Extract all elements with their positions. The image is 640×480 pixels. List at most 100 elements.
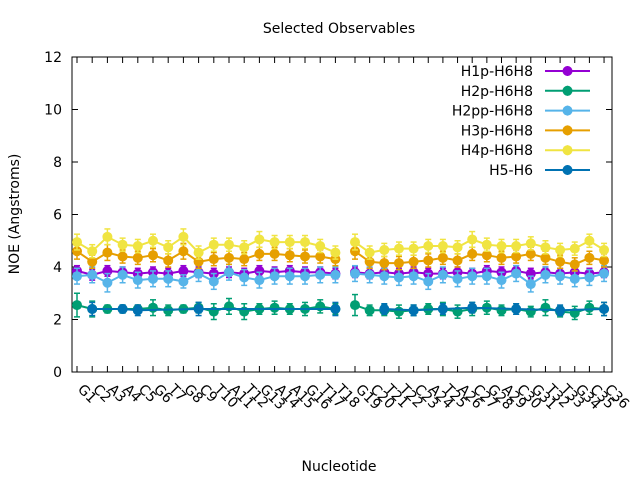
data-point	[423, 255, 434, 266]
data-point	[555, 244, 566, 255]
data-point	[284, 271, 295, 282]
y-tick-label: 0	[53, 365, 62, 381]
series-h4p-h6h8	[72, 228, 610, 260]
data-point	[525, 248, 536, 259]
legend-item: H4p-H6H8	[461, 143, 590, 159]
data-point	[423, 276, 434, 287]
data-point	[102, 277, 113, 288]
data-point	[569, 259, 580, 270]
data-point	[208, 254, 219, 265]
data-point	[284, 250, 295, 261]
data-point	[569, 273, 580, 284]
data-point	[511, 241, 522, 251]
data-point	[393, 306, 404, 317]
data-point	[364, 305, 375, 316]
data-point	[163, 242, 174, 253]
data-point	[525, 279, 536, 290]
data-point	[437, 269, 448, 280]
data-point	[481, 239, 492, 250]
y-tick-label: 4	[53, 260, 62, 276]
data-point	[148, 250, 158, 261]
data-point	[350, 268, 360, 279]
data-point	[163, 255, 174, 266]
data-point	[467, 302, 478, 313]
data-point	[364, 269, 375, 280]
data-point	[584, 235, 595, 246]
data-point	[269, 302, 280, 313]
data-point	[87, 304, 98, 314]
series-line	[354, 250, 605, 266]
legend-label: H5-H6	[489, 163, 533, 179]
data-point	[379, 304, 390, 314]
series-line	[76, 269, 336, 276]
data-point	[364, 247, 375, 258]
data-point	[423, 241, 434, 251]
data-point	[72, 246, 82, 257]
data-point	[584, 302, 595, 313]
legend-swatch-point	[562, 145, 573, 156]
data-point	[72, 300, 82, 311]
data-point	[102, 231, 113, 242]
x-axis-ticks: G1C2A3A4C5G6T7G8C9T10A11T12G13A14A15G16T…	[74, 57, 632, 413]
data-point	[599, 268, 610, 279]
data-point	[117, 239, 128, 250]
y-tick-label: 10	[44, 103, 62, 119]
data-point	[540, 269, 551, 280]
data-point	[393, 243, 404, 254]
data-point	[511, 304, 522, 314]
legend-label: H2pp-H6H8	[452, 104, 533, 120]
data-point	[178, 265, 189, 276]
data-point	[408, 243, 419, 254]
data-point	[555, 305, 566, 316]
data-point	[452, 242, 463, 253]
data-point	[300, 271, 310, 282]
data-point	[599, 255, 610, 266]
data-point	[148, 273, 158, 284]
data-point	[87, 269, 98, 280]
legend-label: H1p-H6H8	[461, 64, 533, 80]
data-point	[193, 268, 204, 279]
data-point	[481, 271, 492, 282]
legend-swatch-point	[562, 165, 573, 175]
data-point	[511, 268, 522, 279]
data-point	[132, 241, 143, 251]
legend-swatch-point	[562, 125, 573, 136]
data-point	[350, 300, 360, 311]
data-point	[178, 246, 189, 257]
legend-label: H4p-H6H8	[461, 143, 533, 159]
data-point	[437, 252, 448, 263]
data-point	[525, 306, 536, 317]
data-point	[408, 271, 419, 282]
series-h5-h6	[87, 301, 610, 317]
series-line	[76, 235, 336, 254]
data-point	[72, 271, 82, 282]
chart-title: Selected Observables	[263, 21, 415, 37]
data-point	[540, 252, 551, 263]
data-point	[178, 231, 189, 242]
data-point	[254, 248, 265, 259]
data-point	[555, 256, 566, 267]
data-point	[72, 237, 82, 248]
legend-swatch-point	[562, 105, 573, 116]
data-point	[379, 258, 390, 269]
data-point	[193, 247, 204, 258]
data-point	[496, 275, 507, 286]
data-point	[379, 244, 390, 255]
data-point	[87, 256, 98, 267]
data-point	[208, 276, 219, 287]
data-point	[330, 269, 341, 280]
data-point	[178, 276, 189, 287]
data-point	[496, 305, 507, 316]
y-tick-label: 6	[53, 208, 62, 224]
data-point	[163, 273, 174, 284]
x-axis-label: Nucleotide	[302, 459, 377, 475]
data-point	[102, 247, 113, 258]
data-point	[193, 304, 204, 314]
legend-swatch-point	[562, 85, 573, 96]
data-point	[300, 237, 310, 248]
data-point	[350, 237, 360, 248]
data-point	[569, 243, 580, 254]
data-point	[437, 304, 448, 314]
data-point	[224, 239, 234, 250]
